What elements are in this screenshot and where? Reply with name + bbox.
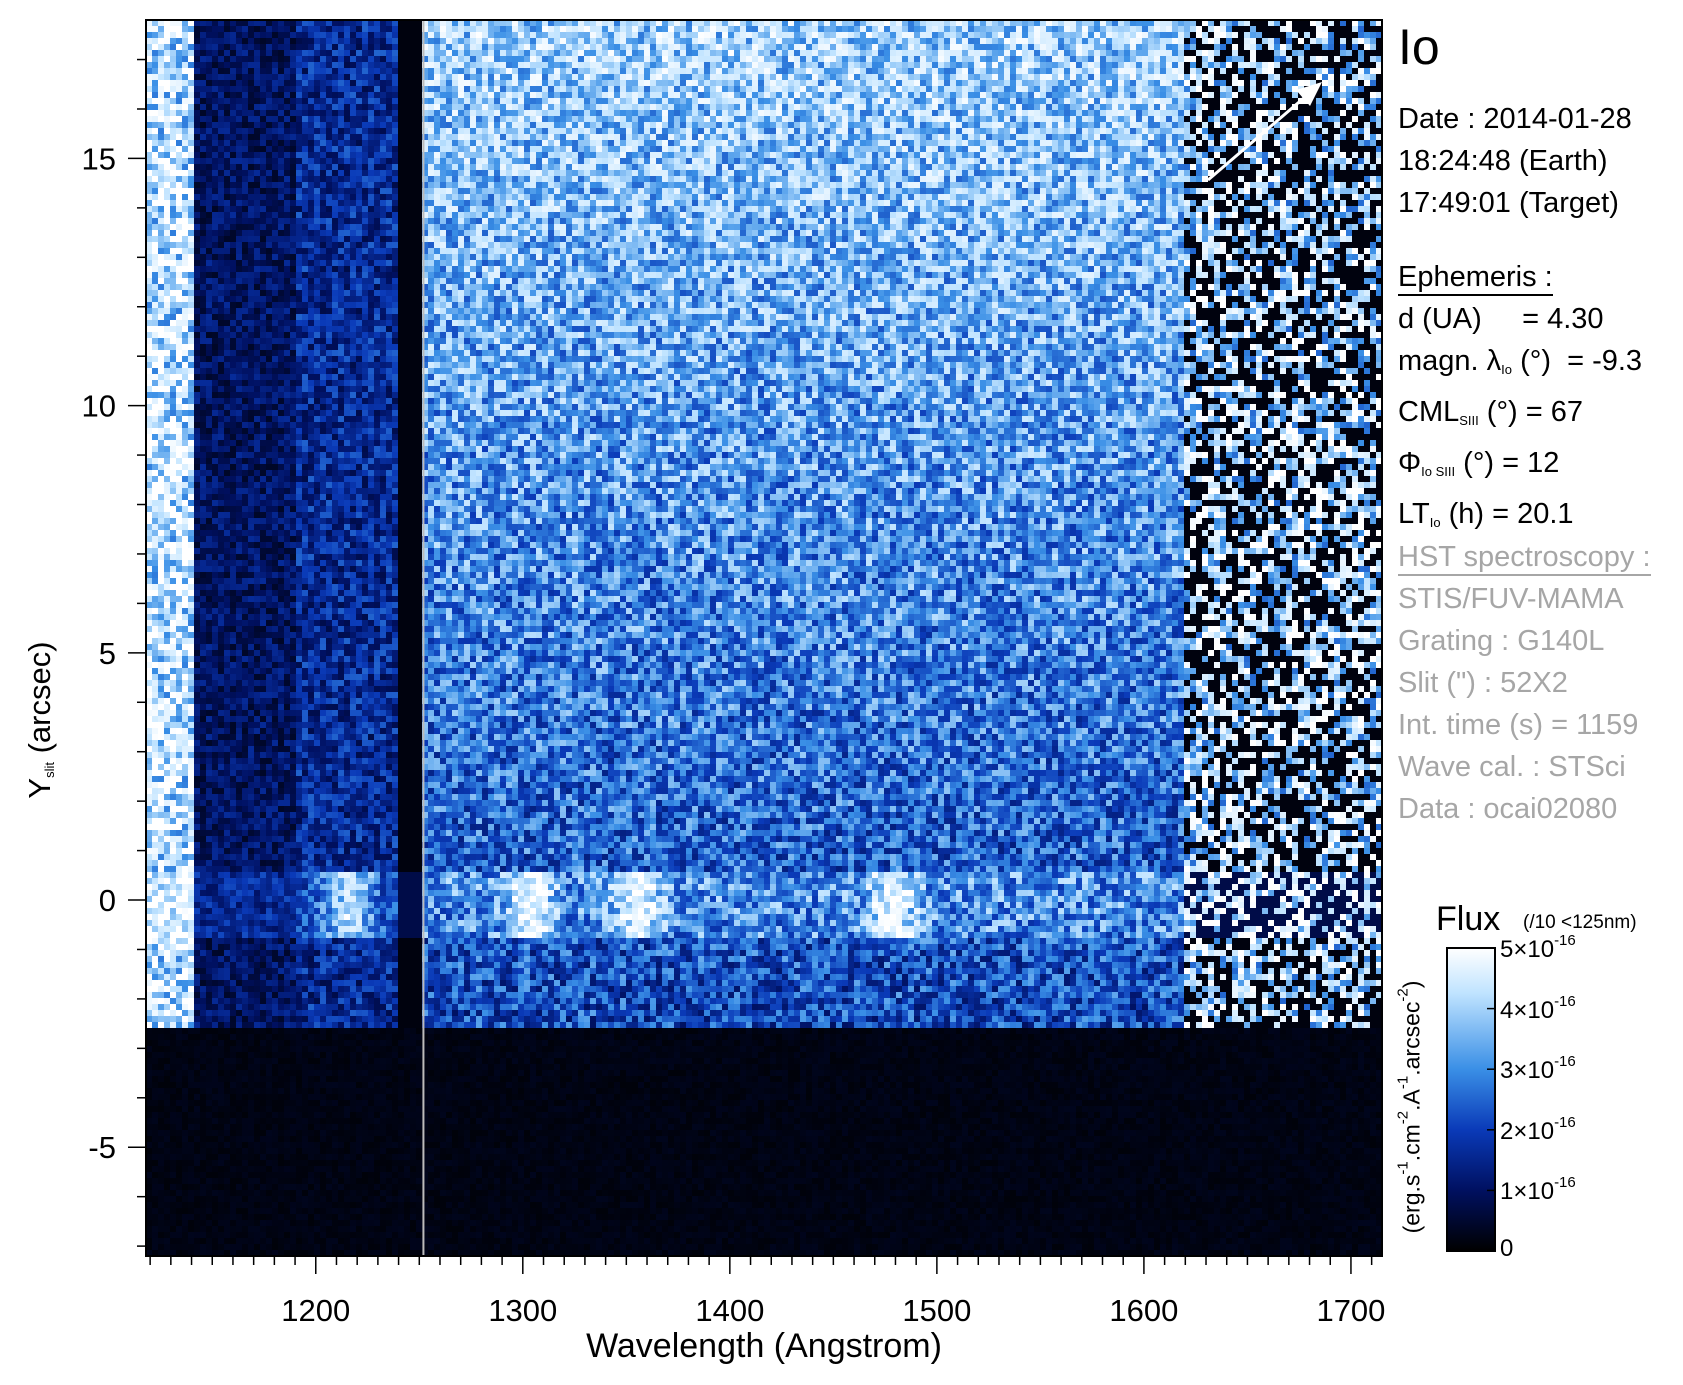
x-tick-label: 1300	[488, 1293, 557, 1328]
colorbar-tick-label: 4×10-16	[1500, 992, 1576, 1024]
colorbar-label: (erg.s-1.cm-2.A-1.arcsec-2)	[1394, 980, 1425, 1234]
y-axis: -5 0 5 10 15	[82, 58, 146, 1247]
data-id-line: Data : ocai02080	[1398, 793, 1618, 825]
y-tick-label: 5	[99, 636, 116, 671]
instrument-line: STIS/FUV-MAMA	[1398, 583, 1624, 615]
colorbar-tick-label: 5×10-16	[1500, 932, 1576, 963]
observation-info: Date : 2014-01-28 18:24:48 (Earth) 17:49…	[1398, 98, 1632, 224]
earth-time: 18:24:48 (Earth)	[1398, 145, 1608, 177]
phi-line: ΦIo SIII (°) = 12	[1398, 447, 1560, 479]
x-axis-label: Wavelength (Angstrom)	[586, 1327, 942, 1365]
x-axis: 1200 1300 1400 1500 1600 1700	[149, 1256, 1385, 1328]
plot-frame	[145, 19, 1383, 1257]
y-axis-label: Yslit (arcsec)	[22, 641, 57, 799]
spectrum-heatmap	[146, 20, 1382, 1256]
colorbar-tick-label: 3×10-16	[1500, 1053, 1576, 1085]
y-tick-label: 10	[82, 389, 116, 424]
x-tick-label: 1400	[695, 1293, 764, 1328]
y-tick-label: -5	[88, 1130, 116, 1165]
x-tick-label: 1200	[281, 1293, 350, 1328]
hst-block: HST spectroscopy : STIS/FUV-MAMA Grating…	[1398, 536, 1651, 830]
cml-line: CMLSIII (°) = 67	[1398, 396, 1584, 428]
integration-time-line: Int. time (s) = 1159	[1398, 709, 1639, 741]
colorbar-note: (/10 <125nm)	[1523, 912, 1637, 933]
x-tick-label: 1500	[902, 1293, 971, 1328]
colorbar-tick-label: 0	[1500, 1235, 1514, 1262]
target-name: Io	[1398, 19, 1440, 75]
slit-line: Slit (") : 52X2	[1398, 667, 1568, 699]
target-time: 17:49:01 (Target)	[1398, 187, 1619, 219]
ephemeris-block: Ephemeris : d (UA) = 4.30 magn. λIo (°) …	[1398, 256, 1642, 544]
y-tick-label: 0	[99, 883, 116, 918]
colorbar-tick-label: 1×10-16	[1500, 1174, 1576, 1206]
hst-header: HST spectroscopy :	[1398, 540, 1651, 576]
colorbar-tick-label: 2×10-16	[1500, 1113, 1576, 1145]
date-line: Date : 2014-01-28	[1398, 103, 1632, 135]
wave-cal-line: Wave cal. : STSci	[1398, 751, 1626, 783]
colorbar-title: Flux	[1436, 900, 1501, 938]
colorbar	[1446, 947, 1496, 1252]
heatmap-image	[146, 20, 1382, 1256]
local-time-line: LTIo (h) = 20.1	[1398, 498, 1574, 530]
arrow-head	[1296, 82, 1322, 106]
magnetic-latitude-line: magn. λIo (°) = -9.3	[1398, 345, 1643, 377]
x-tick-label: 1600	[1109, 1293, 1178, 1328]
x-tick-label: 1700	[1316, 1293, 1385, 1328]
y-tick-label: 15	[82, 141, 116, 176]
grating-line: Grating : G140L	[1398, 625, 1605, 657]
arrow-shaft	[1207, 95, 1306, 182]
ephemeris-header: Ephemeris :	[1398, 260, 1553, 296]
colorbar-ticks	[1487, 947, 1495, 1252]
direction-arrow	[1207, 82, 1322, 182]
distance-line: d (UA) = 4.30	[1398, 303, 1604, 335]
